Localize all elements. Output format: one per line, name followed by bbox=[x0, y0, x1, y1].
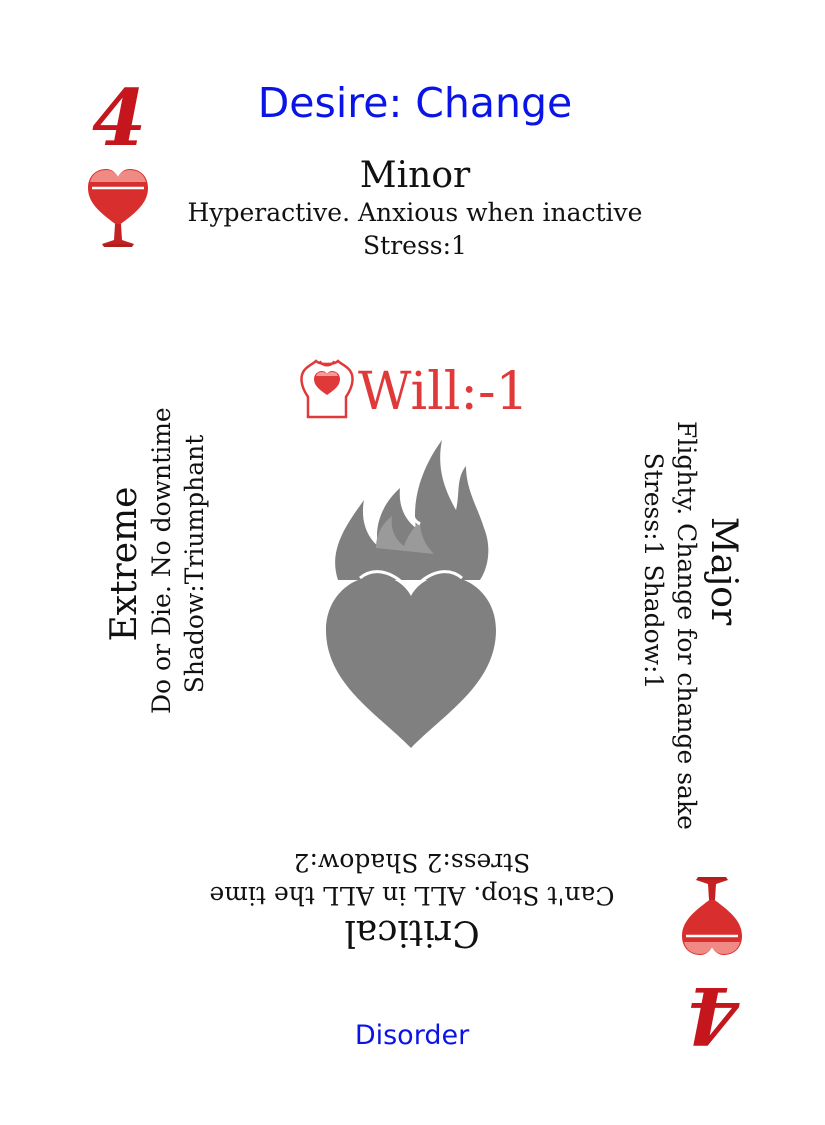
level-major-line-1: Flighty. Change for change sake bbox=[672, 421, 701, 830]
level-extreme-line-2: Shadow:Triumphant bbox=[180, 434, 209, 694]
level-minor-heading: Minor bbox=[359, 155, 471, 196]
rank-bottom-right: 4 bbox=[686, 969, 741, 1060]
level-critical-line-2: Stress:2 Shadow:2 bbox=[293, 848, 531, 877]
level-extreme-heading: Extreme bbox=[104, 486, 145, 642]
level-minor-line-2: Stress:1 bbox=[363, 231, 467, 260]
level-critical-heading: Critical bbox=[344, 912, 480, 953]
level-critical-line-1: Can't Stop. ALL in ALL the time bbox=[209, 881, 615, 910]
flaming-heart-icon bbox=[316, 430, 506, 750]
level-minor: Minor Hyperactive. Anxious when inactive… bbox=[115, 156, 715, 262]
heart-goblet-icon bbox=[82, 164, 154, 248]
level-critical: Critical Can't Stop. ALL in ALL the time… bbox=[112, 846, 712, 953]
will-stat: Will:-1 bbox=[298, 357, 529, 426]
level-major-heading: Major bbox=[703, 516, 744, 626]
card-footer: Disorder bbox=[354, 1020, 470, 1051]
level-extreme: Extreme Do or Die. No downtime Shadow:Tr… bbox=[104, 407, 211, 714]
level-major-line-2: Stress:1 Shadow:1 bbox=[639, 452, 668, 690]
level-minor-line-1: Hyperactive. Anxious when inactive bbox=[187, 198, 643, 227]
card-title: Desire: Change bbox=[257, 79, 573, 127]
heart-goblet-icon bbox=[676, 876, 748, 960]
torso-heart-icon bbox=[298, 357, 356, 426]
rank-top-left: 4 bbox=[92, 73, 147, 164]
level-major: Major Flighty. Change for change sake St… bbox=[637, 421, 744, 830]
level-extreme-line-1: Do or Die. No downtime bbox=[147, 407, 176, 714]
will-label: Will:-1 bbox=[358, 361, 529, 422]
